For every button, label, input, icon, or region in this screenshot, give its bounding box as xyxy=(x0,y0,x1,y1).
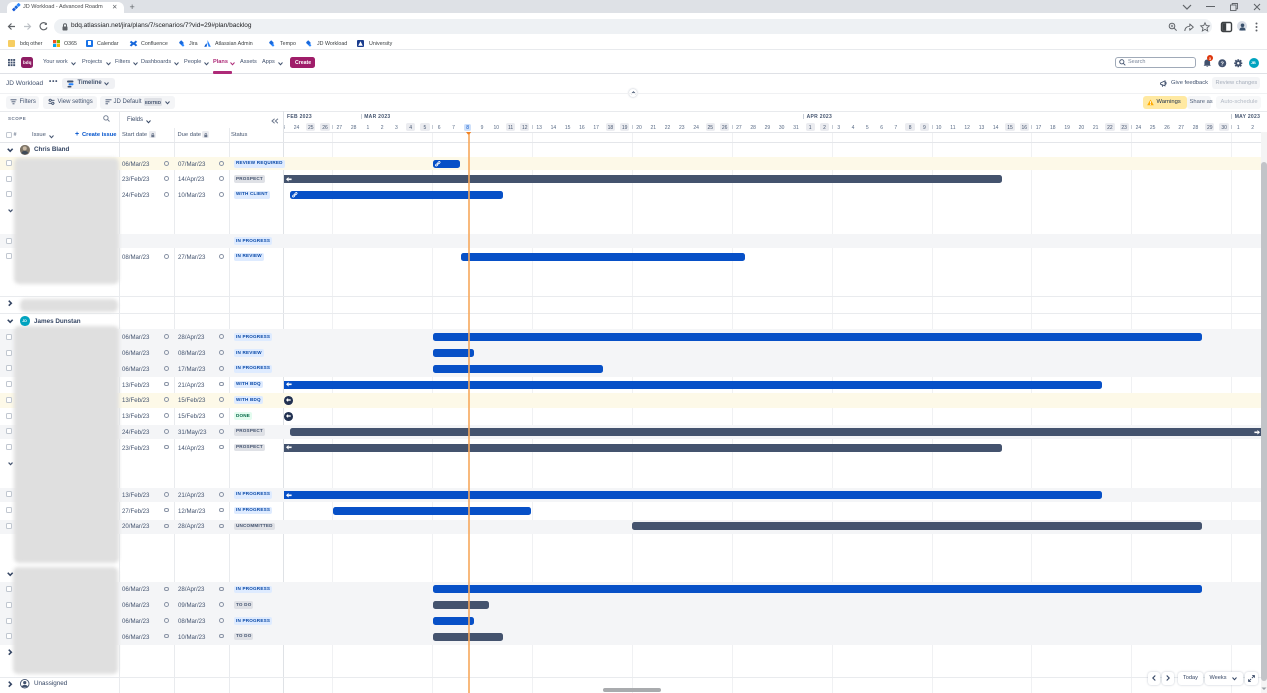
svg-text:?: ? xyxy=(1220,61,1224,67)
